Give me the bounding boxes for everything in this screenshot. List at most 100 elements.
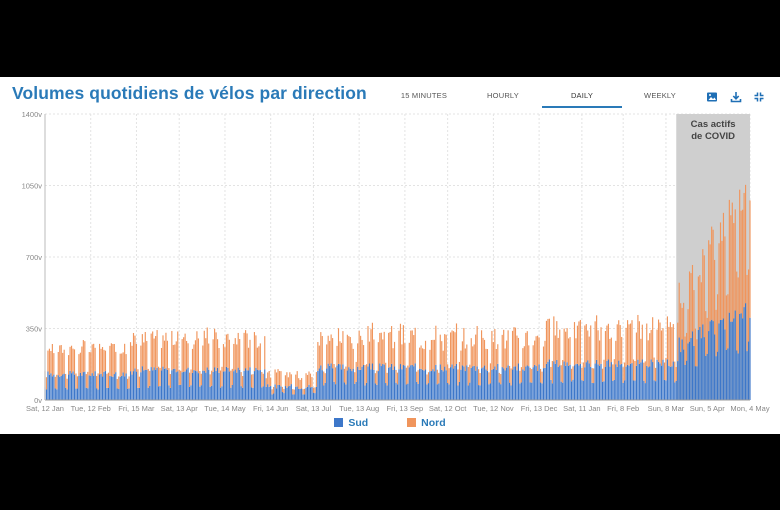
bar-sud (404, 365, 406, 400)
bar-nord (174, 344, 176, 369)
bar-sud (212, 371, 214, 400)
bar-nord (629, 323, 632, 364)
bar-sud (432, 369, 434, 400)
bar-nord (414, 327, 416, 364)
bar-sud (265, 386, 267, 400)
fullscreen-icon[interactable] (752, 90, 766, 104)
page-title: Volumes quotidiens de vélos par directio… (12, 83, 367, 103)
bar-sud (187, 367, 189, 400)
bar-nord (407, 365, 409, 384)
bar-nord (475, 334, 477, 371)
bar-nord (50, 351, 52, 374)
bar-nord (53, 353, 55, 375)
bar-nord (476, 326, 478, 367)
bar-sud (357, 366, 359, 400)
bar-nord (523, 346, 525, 371)
legend-item-nord[interactable]: Nord (407, 417, 446, 429)
bar-nord (47, 350, 49, 372)
bar-sud (560, 381, 562, 400)
x-tick-label: Fri, 15 Mar (118, 404, 155, 413)
bar-sud (711, 319, 713, 400)
tab-hourly[interactable]: HOURLY (487, 91, 519, 100)
bar-sud (240, 386, 242, 400)
bar-sud (569, 364, 571, 400)
bar-sud (450, 367, 452, 400)
bar-sud (115, 372, 117, 400)
bar-sud (304, 394, 306, 400)
bar-nord (429, 349, 431, 372)
bar-sud (234, 369, 236, 400)
bar-sud (544, 367, 546, 400)
bar-nord (711, 226, 713, 320)
bar-sud (70, 373, 73, 400)
tab-15-minutes[interactable]: 15 MINUTES (400, 91, 448, 100)
bar-nord (209, 374, 211, 387)
bar-nord (677, 322, 679, 362)
bar-sud (298, 388, 300, 400)
bar-nord (507, 330, 509, 366)
bar-nord (290, 374, 292, 385)
bar-nord (570, 368, 573, 382)
bar-nord (386, 372, 388, 386)
bar-sud (180, 384, 182, 400)
bar-sud (445, 370, 447, 400)
bar-nord (349, 337, 351, 369)
bar-sud (186, 369, 188, 400)
download-icon[interactable] (729, 90, 743, 104)
bar-nord (494, 329, 496, 367)
bar-sud (591, 382, 593, 400)
bar-sud (309, 387, 312, 400)
tab-daily[interactable]: DAILY (570, 91, 594, 100)
bar-nord (363, 345, 365, 365)
bar-sud (598, 365, 601, 400)
bar-nord (321, 336, 323, 371)
bar-nord (259, 343, 261, 371)
tab-weekly[interactable]: WEEKLY (644, 91, 676, 100)
bar-sud (722, 318, 725, 400)
bar-sud (414, 363, 416, 400)
bar-sud (53, 374, 55, 400)
bar-sud (627, 364, 629, 400)
bar-sud (625, 366, 627, 400)
bar-nord (255, 335, 257, 368)
bar-nord (395, 369, 397, 383)
bar-nord (261, 371, 263, 388)
bar-nord (417, 370, 419, 384)
x-tick-label: Tue, 12 Nov (473, 404, 514, 413)
bar-nord (101, 347, 104, 377)
bar-nord (93, 343, 95, 376)
bar-sud (675, 380, 677, 400)
bar-sud (529, 382, 531, 400)
bar-nord (582, 362, 584, 381)
bar-nord (73, 349, 76, 375)
bar-sud (183, 371, 185, 400)
bar-sud (209, 386, 211, 400)
bar-nord (336, 345, 338, 366)
bar-sud (345, 384, 347, 400)
bar-sud (703, 337, 705, 400)
bar-sud (460, 369, 462, 400)
bar-nord (628, 324, 630, 366)
bar-sud (615, 364, 617, 400)
bar-nord (354, 372, 356, 384)
bar-sud (464, 371, 466, 400)
bar-sud (250, 387, 253, 400)
bar-sud (534, 364, 536, 400)
bar-nord (109, 345, 111, 376)
bar-nord (535, 336, 537, 367)
image-icon[interactable] (705, 90, 719, 104)
bar-sud (275, 388, 278, 400)
bar-sud (469, 382, 471, 400)
bar-sud (165, 368, 167, 400)
bar-nord (668, 326, 670, 366)
bar-sud (684, 365, 686, 400)
bar-sud (609, 366, 611, 400)
bar-sud (637, 359, 639, 400)
bar-sud (63, 373, 65, 400)
bar-sud (323, 385, 325, 400)
bar-sud (448, 384, 450, 400)
bar-nord (59, 345, 61, 377)
legend-item-sud[interactable]: Sud (334, 417, 368, 429)
bar-nord (537, 335, 539, 371)
bar-sud (553, 361, 555, 400)
